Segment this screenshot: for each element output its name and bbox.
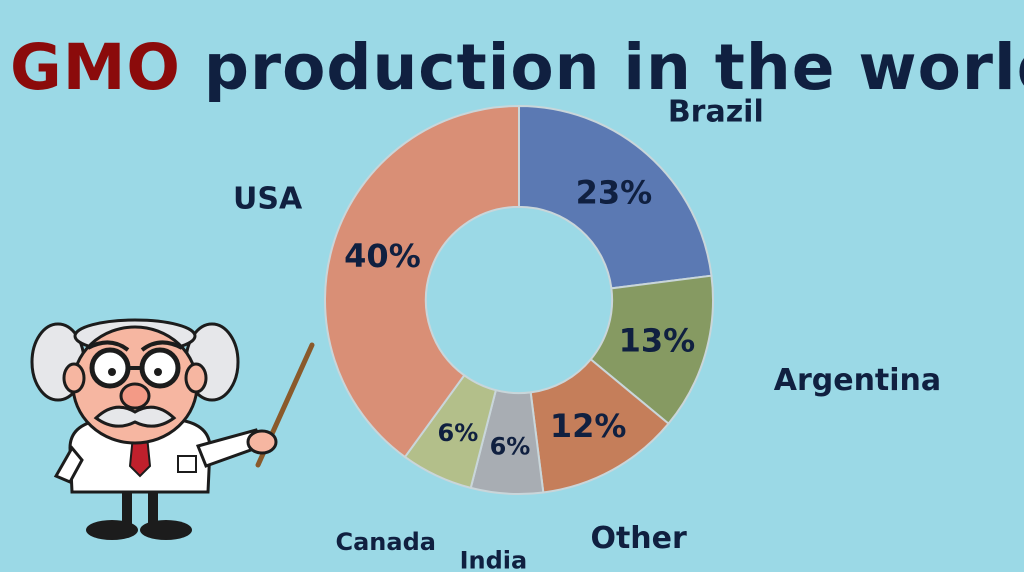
pct-label-other: 12% <box>550 407 627 445</box>
left-leg <box>122 490 132 526</box>
slice-usa <box>324 104 520 459</box>
category-label-brazil: Brazil <box>668 94 764 129</box>
pct-label-india: 6% <box>490 432 531 460</box>
right-ear <box>184 362 208 394</box>
category-label-other: Other <box>590 521 687 556</box>
left-lens <box>89 347 131 389</box>
right-leg <box>148 490 158 526</box>
category-label-india: India <box>460 546 528 572</box>
moustache <box>93 405 177 428</box>
pocket <box>177 455 197 473</box>
pct-label-usa: 40% <box>344 237 421 275</box>
category-label-argentina: Argentina <box>774 363 941 398</box>
slices <box>324 104 714 495</box>
hand <box>246 429 278 455</box>
category-label-usa: USA <box>233 182 303 217</box>
pct-label-canada: 6% <box>438 419 479 447</box>
pct-label-argentina: 13% <box>619 321 696 359</box>
left-shoe <box>86 520 138 540</box>
category-labels: Brazil Argentina Other India Canada USA <box>233 94 941 572</box>
brows <box>87 340 183 352</box>
pct-label-brazil: 23% <box>576 174 653 212</box>
left-pupil <box>108 368 116 376</box>
slice-brazil <box>518 104 713 290</box>
right-lens <box>139 347 181 389</box>
left-ear <box>62 362 86 394</box>
right-shoe <box>140 520 192 540</box>
page-title: GMO production in the world <box>10 30 1024 106</box>
nose <box>119 382 151 410</box>
left-arm <box>53 445 84 484</box>
category-label-canada: Canada <box>336 528 436 556</box>
title-rest: production in the world <box>180 31 1024 104</box>
percent-labels: 23% 13% 12% 6% 6% 40% <box>344 174 695 461</box>
right-pupil <box>154 368 162 376</box>
title-accent: GMO <box>10 31 181 104</box>
